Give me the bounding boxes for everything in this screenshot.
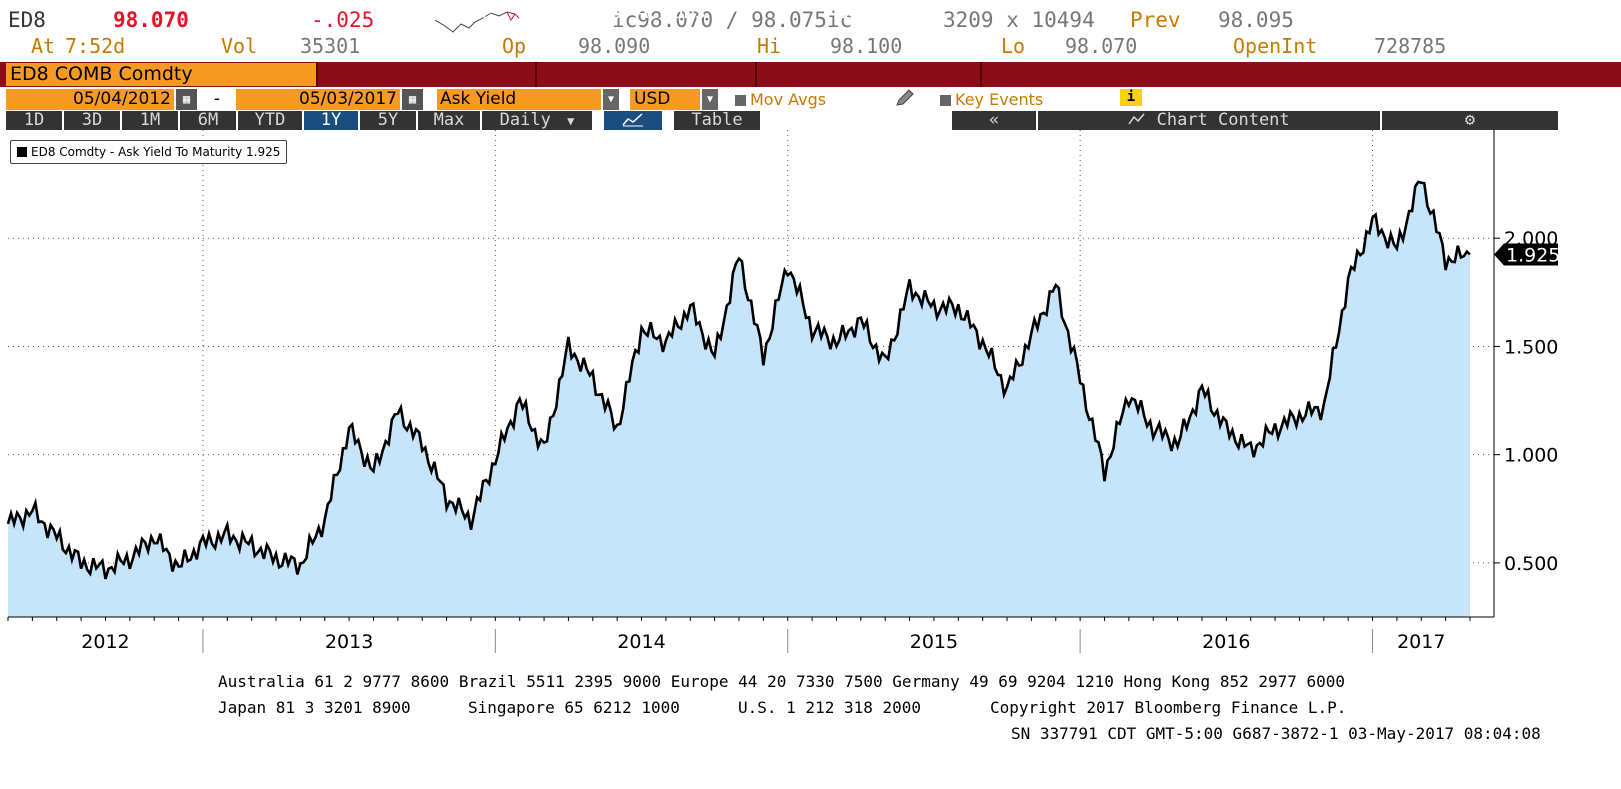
volume: 35301 [300,34,361,58]
year-label: 2015 [910,631,958,653]
footer-japan: Japan 81 3 3201 8900 [218,698,411,717]
last-price: 98.070 [113,8,189,32]
calendar-icon[interactable]: ▦ [402,89,423,110]
field-select[interactable]: Ask Yield [437,89,601,110]
footer-us: U.S. 1 212 318 2000 [738,698,922,717]
prev-close: 98.095 [1218,8,1294,32]
open-interest: 728785 [1374,34,1447,58]
bid-ask-size: 3209 x 10494 [943,8,1095,32]
y-tick-label: 1.000 [1504,445,1558,467]
chevron-down-icon: ▼ [567,114,575,128]
legend-swatch [17,147,27,157]
line-chart-button[interactable] [604,111,662,130]
chart-content-button[interactable]: Chart Content [1038,111,1380,130]
chart-type-label[interactable]: Line Chart [1412,1,1510,23]
edit-label: 97) Edit [838,1,913,23]
frequency-select[interactable]: Daily ▼ [482,111,592,130]
bid-ask: ic98.070 / 98.075ic [612,8,853,32]
high-price: 98.100 [830,34,903,58]
range-1m-button[interactable]: 1M [122,111,178,130]
range-6m-button[interactable]: 6M [180,111,236,130]
footer-contacts: Australia 61 2 9777 8600 Brazil 5511 239… [218,672,1346,691]
range-ytd-button[interactable]: YTD [238,111,302,130]
security-field[interactable]: ED8 COMB Comdty [6,63,318,86]
sparkline-icon [435,11,520,33]
y-tick-label: 1.500 [1504,336,1558,358]
footer-session: SN 337791 CDT GMT-5:00 G687-3872-1 03-Ma… [1011,724,1541,743]
at-label: At [31,34,56,58]
low-label: Lo [1001,34,1026,58]
compare-button[interactable]: 95) Compare [368,1,492,23]
chevron-down-icon: ▼ [964,6,973,19]
chart-legend: ED8 Comdty - Ask Yield To Maturity 1.925 [10,140,288,164]
pencil-icon[interactable] [894,88,916,108]
range-bar: 1D 3D 1M 6M YTD 1Y 5Y Max Daily ▼ Table … [6,111,1558,130]
range-1y-button[interactable]: 1Y [304,111,358,130]
chevron-down-icon[interactable]: ▼ [702,89,718,110]
legend-text: ED8 Comdty - Ask Yield To Maturity 1.925 [31,145,281,159]
quote-time: 7:52d [65,34,126,58]
last-value-tag [1494,243,1558,266]
yield-area [8,181,1470,617]
start-date-field[interactable]: 05/04/2012 [6,89,174,110]
year-label: 2012 [81,631,129,653]
footer-copyright: Copyright 2017 Bloomberg Finance L.P. [990,698,1347,717]
chart-content-icon [1128,113,1145,125]
open-price: 98.090 [578,34,651,58]
checkbox-icon [940,95,951,106]
checkbox-icon [735,95,746,106]
chart-content-label: Chart Content [1156,110,1290,130]
ticker-symbol: ED8 [8,8,46,32]
year-label: 2017 [1397,631,1445,653]
footer-singapore: Singapore 65 6212 1000 [468,698,680,717]
actions-button[interactable]: 96) Actions ▼ [598,0,753,25]
mov-avgs-label: Mov Avgs [750,90,827,109]
open-interest-label: OpenInt [1233,34,1318,58]
price-change: -.025 [311,8,375,32]
high-label: Hi [757,34,782,58]
currency-select[interactable]: USD [630,89,700,110]
prev-label: Prev [1130,8,1181,32]
last-value-label: 1.925 [1506,244,1560,266]
calendar-icon[interactable]: ▦ [176,89,197,110]
date-dash: - [200,89,234,110]
gear-icon[interactable]: ⚙ [1382,111,1558,130]
y-tick-label: 0.500 [1504,553,1558,575]
vol-label: Vol [221,34,258,58]
actions-label: 96) Actions [598,1,706,23]
year-label: 2013 [325,631,373,653]
open-label: Op [502,34,527,58]
chevron-down-icon: ▼ [740,6,749,19]
low-price: 98.070 [1065,34,1138,58]
key-events-toggle[interactable]: Key Events [940,90,1043,109]
end-date-field[interactable]: 05/03/2017 [236,89,400,110]
range-1d-button[interactable]: 1D [6,111,62,130]
edit-button[interactable]: 97) Edit ▼ [838,0,978,25]
yield-line [6,180,1471,580]
table-button[interactable]: Table [674,111,760,130]
range-3d-button[interactable]: 3D [64,111,120,130]
back-button[interactable]: « [952,111,1036,130]
year-label: 2016 [1202,631,1250,653]
range-max-button[interactable]: Max [418,111,480,130]
info-icon[interactable]: i [1120,89,1142,106]
chevron-down-icon[interactable]: ▼ [603,89,619,110]
range-5y-button[interactable]: 5Y [360,111,416,130]
mov-avgs-toggle[interactable]: Mov Avgs [735,90,826,109]
key-events-label: Key Events [955,90,1044,109]
frequency-label: Daily [499,110,551,130]
line-chart-icon [622,113,643,127]
year-label: 2014 [617,631,665,653]
